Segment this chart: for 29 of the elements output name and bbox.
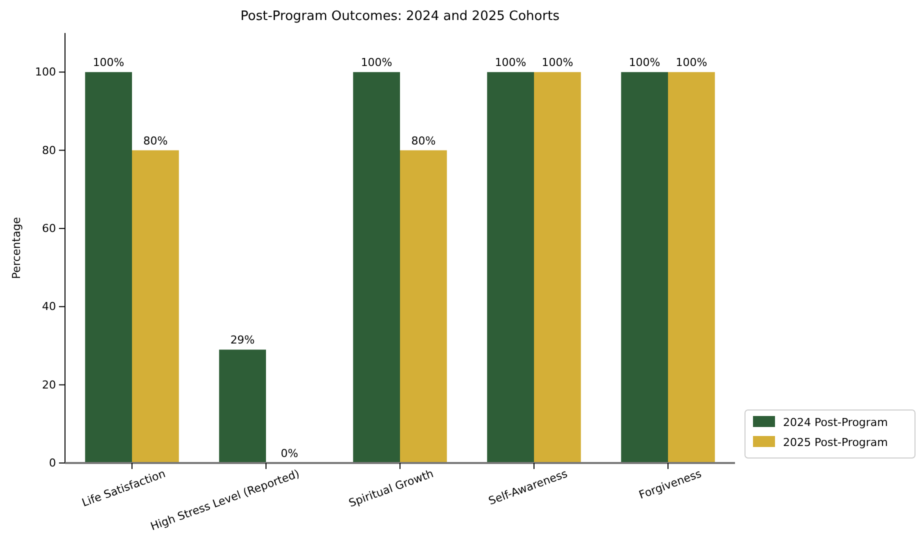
y-tick-label: 80 xyxy=(42,144,56,157)
data-label: 80% xyxy=(143,134,168,148)
y-tick-label: 40 xyxy=(42,300,56,314)
data-label: 100% xyxy=(92,56,124,70)
y-tick-label: 100 xyxy=(35,66,56,79)
bar xyxy=(668,72,715,463)
data-label: 100% xyxy=(628,56,660,70)
legend-label: 2025 Post-Program xyxy=(783,436,888,449)
bar xyxy=(219,350,266,463)
y-axis-title: Percentage xyxy=(10,216,23,279)
y-tick-label: 0 xyxy=(49,456,56,470)
bar xyxy=(353,72,400,463)
bar xyxy=(400,150,447,463)
data-label: 80% xyxy=(411,134,436,148)
data-label: 0% xyxy=(280,447,298,460)
bar xyxy=(487,72,534,463)
data-label: 100% xyxy=(360,56,392,70)
bar xyxy=(621,72,668,463)
bar xyxy=(85,72,132,463)
chart-title: Post-Program Outcomes: 2024 and 2025 Cohorts xyxy=(240,9,560,24)
legend-label: 2024 Post-Program xyxy=(783,416,888,429)
data-label: 100% xyxy=(542,56,574,70)
bar xyxy=(132,150,179,463)
data-label: 100% xyxy=(676,56,708,70)
y-tick-label: 60 xyxy=(42,222,56,235)
y-tick-label: 20 xyxy=(42,378,56,392)
data-label: 29% xyxy=(230,334,255,347)
data-label: 100% xyxy=(494,56,526,70)
bar xyxy=(534,72,581,463)
